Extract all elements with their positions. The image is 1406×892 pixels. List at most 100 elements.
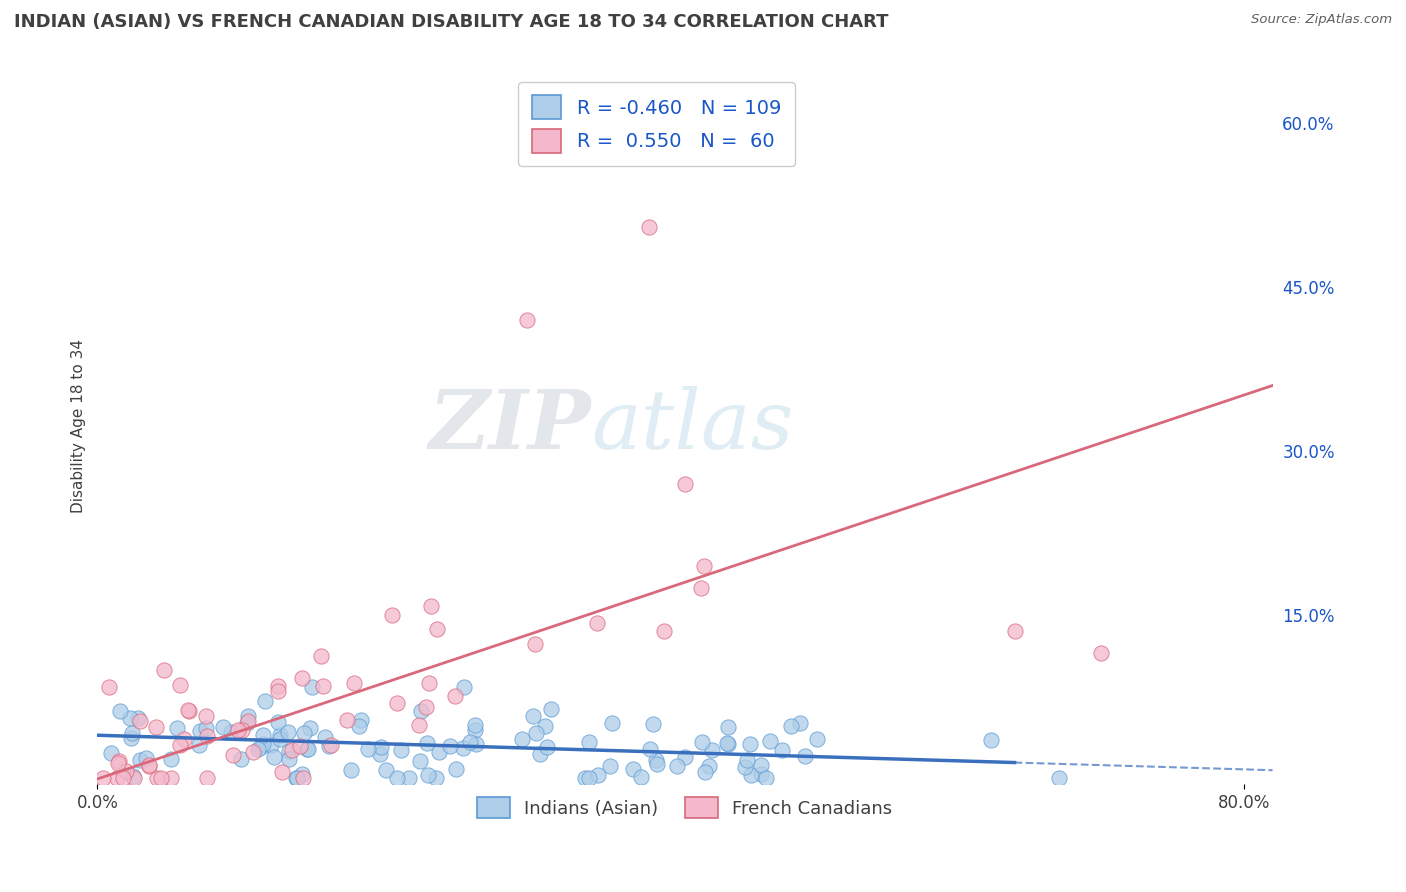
Point — [578, 734, 600, 748]
Point — [212, 720, 235, 734]
Point — [121, 726, 143, 740]
Point — [107, 771, 129, 785]
Point — [381, 608, 404, 623]
Point — [645, 757, 668, 772]
Point — [716, 736, 738, 750]
Point — [250, 740, 273, 755]
Point — [1004, 624, 1026, 639]
Point — [150, 771, 173, 785]
Point — [285, 771, 308, 785]
Point — [426, 622, 449, 636]
Point — [246, 741, 269, 756]
Point — [641, 717, 664, 731]
Point — [195, 729, 218, 743]
Point — [370, 739, 392, 754]
Point — [260, 739, 283, 753]
Point — [734, 760, 756, 774]
Point — [749, 766, 772, 780]
Point — [343, 676, 366, 690]
Point — [516, 313, 538, 327]
Point — [350, 713, 373, 727]
Point — [222, 748, 245, 763]
Point — [416, 736, 439, 750]
Point — [108, 754, 131, 768]
Point — [194, 721, 217, 735]
Point — [389, 743, 412, 757]
Point — [693, 765, 716, 780]
Point — [311, 679, 333, 693]
Point — [242, 745, 264, 759]
Point — [427, 745, 450, 759]
Point — [374, 763, 396, 777]
Point — [349, 719, 371, 733]
Point — [269, 729, 291, 743]
Point — [759, 734, 782, 748]
Point — [314, 730, 336, 744]
Point — [716, 737, 738, 751]
Point — [319, 739, 342, 753]
Point — [425, 771, 447, 785]
Point — [107, 756, 129, 770]
Point — [534, 719, 557, 733]
Point — [288, 739, 311, 754]
Point — [120, 711, 142, 725]
Point — [458, 735, 481, 749]
Point — [166, 721, 188, 735]
Point — [640, 742, 662, 756]
Point — [340, 763, 363, 777]
Point — [717, 720, 740, 734]
Point — [177, 704, 200, 718]
Point — [292, 726, 315, 740]
Point — [291, 671, 314, 685]
Point — [652, 624, 675, 638]
Point — [120, 731, 142, 746]
Point — [277, 744, 299, 758]
Point — [91, 771, 114, 785]
Point — [770, 742, 793, 756]
Point — [464, 737, 486, 751]
Point — [749, 757, 772, 772]
Point — [385, 771, 408, 785]
Point — [267, 684, 290, 698]
Point — [252, 737, 274, 751]
Point — [700, 743, 723, 757]
Point — [464, 718, 486, 732]
Point — [291, 771, 314, 785]
Point — [318, 739, 340, 753]
Point — [169, 738, 191, 752]
Point — [226, 723, 249, 737]
Point — [122, 771, 145, 785]
Point — [236, 708, 259, 723]
Point — [735, 754, 758, 768]
Point — [600, 716, 623, 731]
Point — [453, 681, 475, 695]
Point — [451, 740, 474, 755]
Point — [586, 615, 609, 630]
Point — [780, 719, 803, 733]
Point — [444, 762, 467, 776]
Point — [231, 723, 253, 737]
Point — [145, 720, 167, 734]
Point — [115, 764, 138, 779]
Point — [129, 714, 152, 728]
Point — [309, 648, 332, 663]
Point — [439, 739, 461, 753]
Point — [301, 681, 323, 695]
Point — [540, 702, 562, 716]
Point — [284, 771, 307, 785]
Point — [980, 733, 1002, 747]
Point — [297, 742, 319, 756]
Point — [673, 476, 696, 491]
Point — [398, 771, 420, 785]
Point — [806, 732, 828, 747]
Point — [146, 771, 169, 785]
Point — [418, 676, 440, 690]
Point — [263, 749, 285, 764]
Point — [111, 771, 134, 785]
Point — [621, 762, 644, 776]
Point — [135, 751, 157, 765]
Point — [524, 725, 547, 739]
Text: ZIP: ZIP — [429, 386, 591, 467]
Point — [464, 723, 486, 737]
Point — [188, 738, 211, 752]
